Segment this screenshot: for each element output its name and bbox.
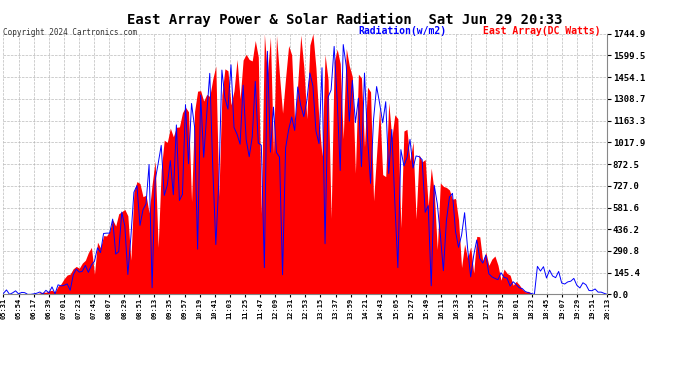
Text: East Array(DC Watts): East Array(DC Watts) (483, 26, 600, 36)
Text: East Array Power & Solar Radiation  Sat Jun 29 20:33: East Array Power & Solar Radiation Sat J… (127, 13, 563, 27)
Text: Radiation(w/m2): Radiation(w/m2) (359, 26, 447, 36)
Text: Copyright 2024 Cartronics.com: Copyright 2024 Cartronics.com (3, 28, 137, 37)
